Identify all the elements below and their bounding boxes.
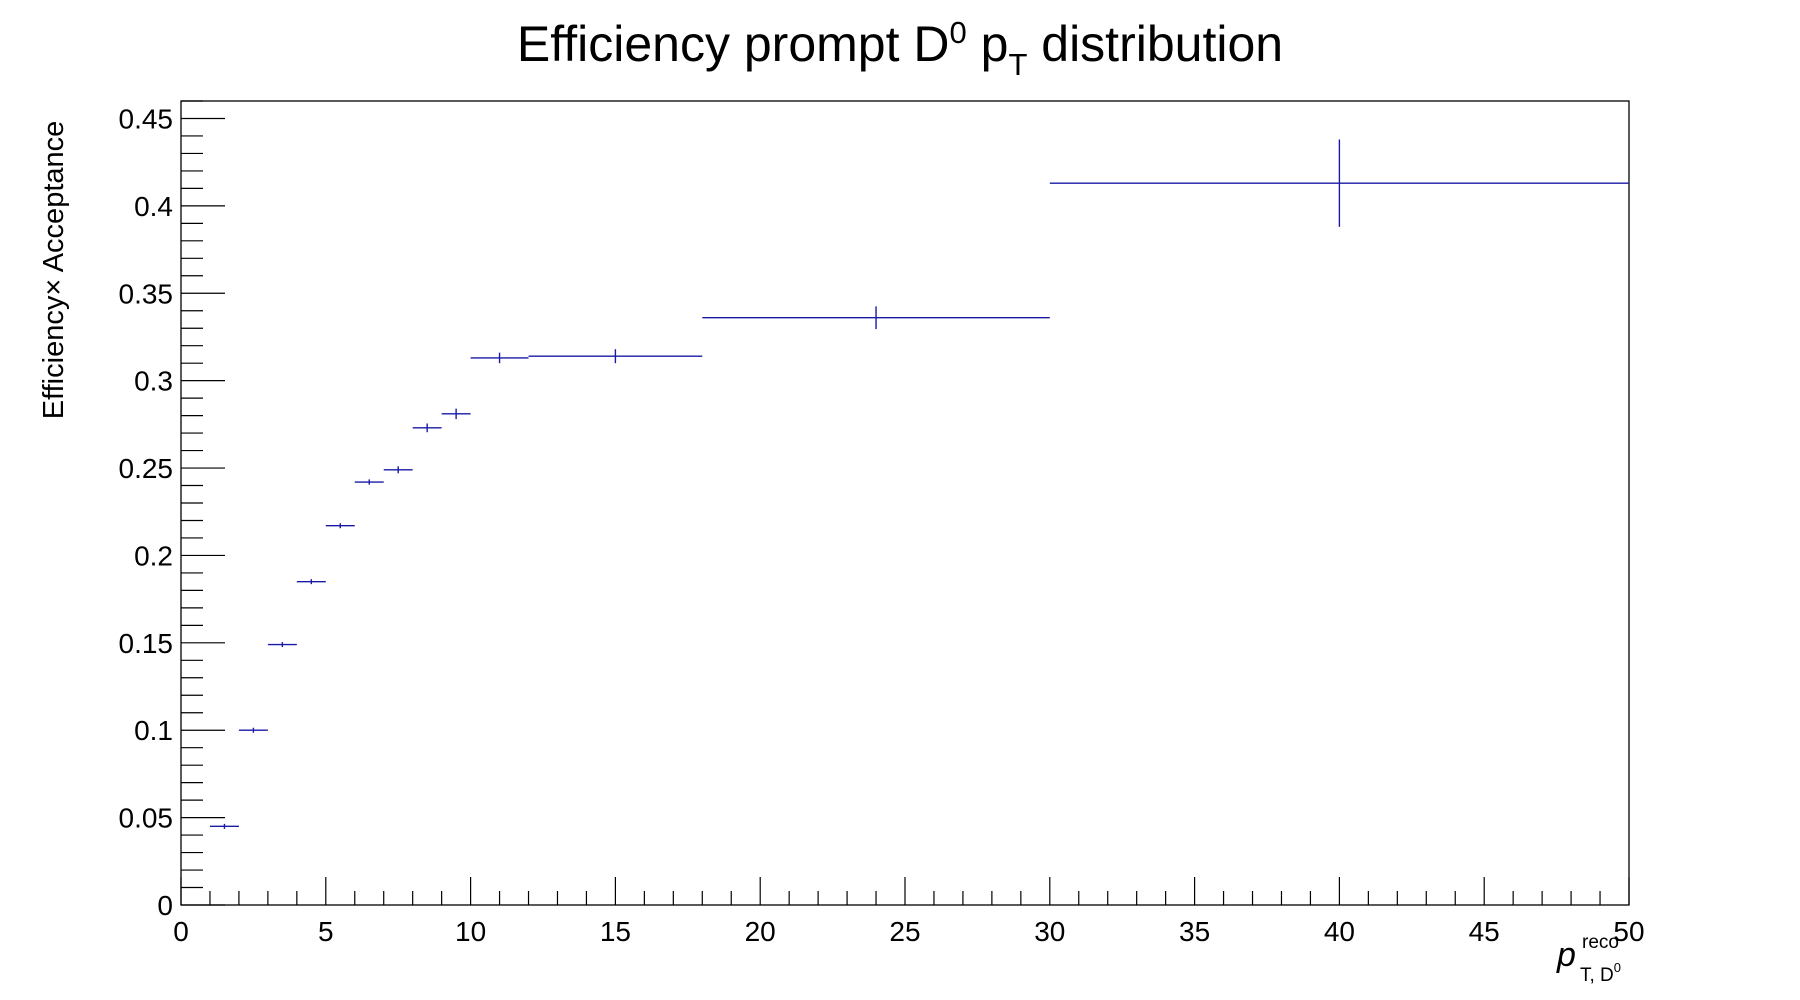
data-point — [470, 352, 529, 364]
x-tick-label: 35 — [1179, 916, 1210, 947]
x-tick-label: 10 — [455, 916, 486, 947]
x-axis-title-sup: reco — [1582, 932, 1619, 953]
y-tick-label: 0.25 — [119, 453, 174, 484]
x-tick-label: 50 — [1613, 916, 1644, 947]
y-axis-title: Efficiency× Acceptance — [38, 121, 70, 420]
y-tick-label: 0.05 — [119, 803, 174, 834]
x-tick-label: 25 — [889, 916, 920, 947]
data-point — [325, 523, 355, 529]
data-point — [528, 349, 703, 364]
axis-ticks — [180, 100, 1630, 906]
data-point — [1049, 139, 1629, 227]
chart-title: Efficiency prompt D0 pT distribution — [517, 15, 1283, 82]
x-tick-label: 30 — [1034, 916, 1065, 947]
plot-frame — [180, 100, 1630, 906]
data-points — [209, 139, 1629, 829]
x-axis-title-sub-sup: 0 — [1614, 960, 1621, 975]
y-tick-label: 0 — [157, 890, 173, 921]
data-point — [354, 479, 384, 485]
data-point — [412, 423, 442, 433]
x-axis-title-sub: T, D0 — [1580, 960, 1621, 986]
y-tick-label: 0.4 — [134, 191, 173, 222]
chart-title-main: Efficiency prompt D — [517, 16, 950, 72]
y-tick-label: 0.45 — [119, 103, 174, 134]
data-point — [383, 466, 413, 474]
y-tick-label: 0.2 — [134, 540, 173, 571]
x-tick-labels: 0 5 10 15 20 25 30 35 40 45 50 — [173, 916, 1644, 947]
chart-title-tail: distribution — [1027, 16, 1283, 72]
data-point — [441, 408, 471, 420]
y-tick-label: 0.35 — [119, 278, 174, 309]
chart-title-sup: 0 — [949, 15, 966, 50]
y-tick-label: 0.15 — [119, 628, 174, 659]
data-point — [267, 642, 297, 648]
data-point — [296, 579, 326, 585]
chart-title-mid: p — [967, 16, 1009, 72]
data-point — [209, 823, 239, 829]
x-tick-label: 15 — [600, 916, 631, 947]
data-point — [238, 727, 268, 733]
x-tick-label: 45 — [1469, 916, 1500, 947]
x-axis-title-sub-main: T, D — [1580, 965, 1614, 986]
x-tick-label: 5 — [318, 916, 334, 947]
x-tick-label: 20 — [745, 916, 776, 947]
x-axis-title-main: p — [1556, 936, 1576, 974]
x-tick-label: 0 — [173, 916, 189, 947]
chart-title-sub: T — [1008, 47, 1027, 82]
data-point — [702, 306, 1050, 330]
y-tick-label: 0.3 — [134, 366, 173, 397]
x-tick-label: 40 — [1324, 916, 1355, 947]
y-tick-labels: 0 0.05 0.1 0.15 0.2 0.25 0.3 0.35 0.4 0.45 — [119, 103, 174, 921]
y-tick-label: 0.1 — [134, 715, 173, 746]
